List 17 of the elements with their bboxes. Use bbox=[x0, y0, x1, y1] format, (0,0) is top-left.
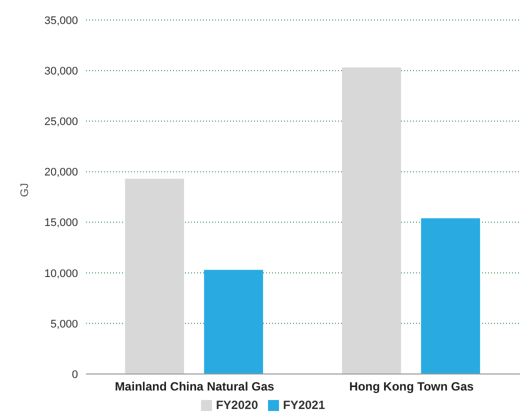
y-tick-label: 30,000 bbox=[44, 65, 78, 78]
bar bbox=[125, 178, 184, 374]
y-tick-label: 10,000 bbox=[44, 268, 78, 280]
y-axis-title: GJ bbox=[18, 182, 31, 197]
y-tick-label: 35,000 bbox=[44, 14, 78, 27]
legend-label: FY2021 bbox=[283, 398, 326, 412]
y-tick-label: 20,000 bbox=[44, 166, 78, 179]
bar bbox=[204, 270, 264, 374]
legend-label: FY2020 bbox=[216, 398, 258, 412]
x-tick-label: Mainland China Natural Gas bbox=[114, 380, 274, 394]
x-tick-label: Hong Kong Town Gas bbox=[349, 380, 474, 394]
bar bbox=[342, 68, 402, 374]
y-tick-label: 25,000 bbox=[44, 116, 78, 128]
y-tick-label: 15,000 bbox=[44, 217, 78, 230]
bar bbox=[421, 218, 480, 374]
y-tick-label: 0 bbox=[72, 368, 78, 381]
y-tick-label: 5,000 bbox=[50, 318, 78, 330]
